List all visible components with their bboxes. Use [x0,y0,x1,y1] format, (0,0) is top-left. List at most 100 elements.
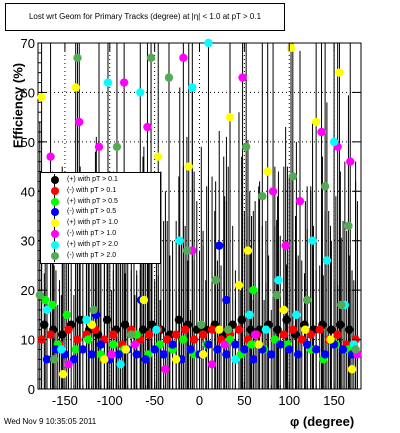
data-point [175,236,184,245]
legend-marker [51,230,59,238]
data-point [306,330,315,339]
data-point [337,300,346,310]
data-point [302,295,312,305]
data-point [143,122,152,132]
data-point [182,246,192,255]
data-point [267,350,276,359]
data-point [274,276,283,285]
data-point [40,295,50,305]
data-point [179,53,188,63]
data-point [186,345,195,354]
data-point [222,295,231,305]
data-point [241,142,251,151]
data-point [222,350,231,359]
data-point [333,330,342,339]
data-point [96,340,106,349]
data-point [308,236,317,245]
data-point [247,340,256,349]
data-point [351,345,360,354]
data-point [48,300,57,310]
data-point [75,315,85,324]
data-point [326,335,335,344]
x-tick-label: 0 [196,393,203,408]
data-point [154,152,163,161]
data-point [114,350,123,359]
data-point [171,355,181,364]
data-point [273,325,282,334]
data-point [285,345,294,354]
y-tick-label: 60 [21,85,35,100]
data-point [71,345,80,354]
data-point [329,137,339,147]
x-tick-label: 50 [237,393,251,408]
data-point [46,330,55,339]
data-point [268,187,278,196]
legend-marker [51,251,59,260]
legend-entry: (-) with pT > 0.1 [45,184,160,197]
data-point [198,350,208,359]
data-point [317,127,326,137]
data-point [320,350,330,359]
legend-label: (-) with pT > 1.0 [67,230,117,237]
data-point [281,241,290,250]
data-point [120,320,130,329]
data-point [103,78,113,87]
data-point [338,345,348,354]
data-point [207,360,217,369]
data-point [293,350,303,359]
data-point [49,355,59,364]
data-point [179,335,188,344]
data-point [184,162,193,171]
data-point [238,73,247,82]
data-point [292,310,301,320]
x-tick-label: -150 [52,393,78,408]
data-point [245,310,254,320]
data-point [311,117,321,127]
data-point [109,340,118,349]
data-point [136,88,145,97]
data-point [189,335,199,344]
data-point [311,345,321,354]
legend-label: (+) with pT > 0.5 [67,197,118,205]
data-point [272,290,281,300]
y-tick-label: 50 [21,135,35,150]
legend-marker [51,208,59,217]
data-point [286,43,296,53]
data-point [335,68,344,77]
data-point [84,335,93,344]
data-point [164,73,174,82]
data-point [207,325,217,334]
data-point [40,320,49,329]
data-point [116,360,125,369]
data-point [344,221,353,231]
data-point [322,256,332,265]
data-point [215,241,224,250]
legend-label: (-) with pT > 2.0 [67,251,117,259]
y-tick-label: 70 [21,36,35,51]
data-point [163,335,172,344]
data-point [94,142,104,151]
data-point [204,340,213,349]
data-point [42,355,52,364]
legend-marker [51,219,59,228]
data-point [112,142,122,151]
data-point [263,167,272,176]
data-point [109,330,118,339]
data-point [240,345,249,354]
data-point [64,360,73,369]
data-point [89,305,98,315]
legend-entry: (+) with pT > 0.5 [45,195,160,208]
chart-title: Lost wrt Geom for Primary Tracks (degree… [5,3,285,31]
data-point [141,355,150,364]
data-point [225,335,235,344]
data-point [327,325,336,334]
data-point [249,355,258,364]
x-tick-label: 150 [323,393,345,408]
data-point [87,320,97,329]
data-point [276,340,285,349]
data-point [243,246,253,255]
data-point [73,335,82,344]
data-point [249,285,258,295]
data-point [215,325,224,334]
legend-label: (-) with pT > 0.1 [67,186,117,194]
